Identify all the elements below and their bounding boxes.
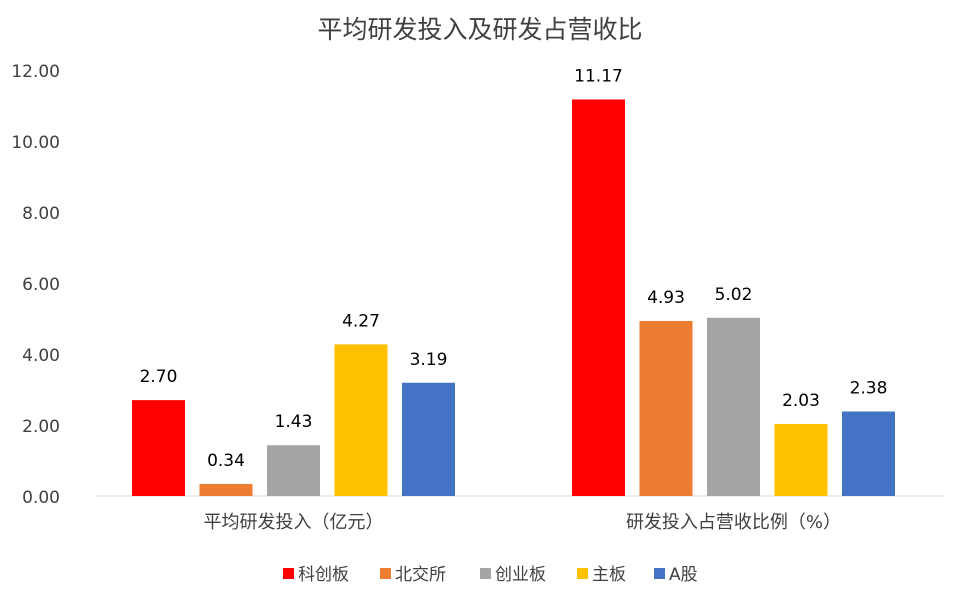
category-label: 研发投入占营收比例（%） bbox=[626, 512, 841, 533]
data-label: 2.03 bbox=[782, 391, 820, 411]
y-tick-label: 4.00 bbox=[22, 346, 60, 366]
data-label: 3.19 bbox=[410, 350, 448, 370]
bar bbox=[707, 317, 760, 496]
legend-label: 创业板 bbox=[495, 565, 546, 585]
data-label: 4.27 bbox=[342, 311, 380, 331]
category-label: 平均研发投入（亿元） bbox=[204, 512, 384, 533]
data-label: 4.93 bbox=[647, 288, 685, 308]
legend-swatch bbox=[380, 568, 391, 579]
bar bbox=[402, 382, 455, 496]
y-axis: 0.00 2.00 4.00 6.00 8.00 10.00 12.00 bbox=[11, 62, 60, 508]
legend-label: 北交所 bbox=[395, 565, 446, 585]
x-axis-categories: 平均研发投入（亿元） 研发投入占营收比例（%） bbox=[204, 512, 842, 533]
bar bbox=[132, 400, 185, 496]
data-labels: 2.70 0.34 1.43 4.27 3.19 11.17 4.93 5.02 2.03 2.3… bbox=[140, 66, 888, 470]
data-label: 1.43 bbox=[275, 412, 313, 432]
chart-title: 平均研发投入及研发占营收比 bbox=[317, 15, 642, 44]
legend-label: 主板 bbox=[592, 565, 626, 585]
bar bbox=[267, 445, 320, 496]
data-label: 2.38 bbox=[850, 379, 888, 399]
bar bbox=[334, 344, 388, 496]
data-label: 11.17 bbox=[574, 66, 623, 86]
legend: 科创板 北交所 创业板 主板 A股 bbox=[283, 565, 698, 585]
legend-swatch bbox=[577, 568, 588, 579]
legend-swatch bbox=[654, 568, 665, 579]
y-tick-label: 6.00 bbox=[22, 275, 60, 295]
y-tick-label: 12.00 bbox=[11, 62, 60, 82]
y-tick-label: 2.00 bbox=[22, 417, 60, 437]
bar bbox=[199, 483, 253, 496]
legend-label: 科创板 bbox=[298, 565, 349, 585]
data-label: 0.34 bbox=[207, 451, 245, 471]
bar bbox=[639, 320, 693, 496]
data-label: 2.70 bbox=[140, 367, 178, 387]
y-tick-label: 8.00 bbox=[22, 204, 60, 224]
y-tick-label: 0.00 bbox=[22, 488, 60, 508]
bar bbox=[842, 411, 895, 496]
bar bbox=[774, 423, 828, 496]
data-label: 5.02 bbox=[715, 285, 753, 305]
legend-label: A股 bbox=[669, 565, 698, 585]
bar bbox=[572, 99, 625, 496]
legend-swatch bbox=[480, 568, 491, 579]
legend-swatch bbox=[283, 568, 294, 579]
bars bbox=[132, 99, 895, 496]
y-tick-label: 10.00 bbox=[11, 133, 60, 153]
